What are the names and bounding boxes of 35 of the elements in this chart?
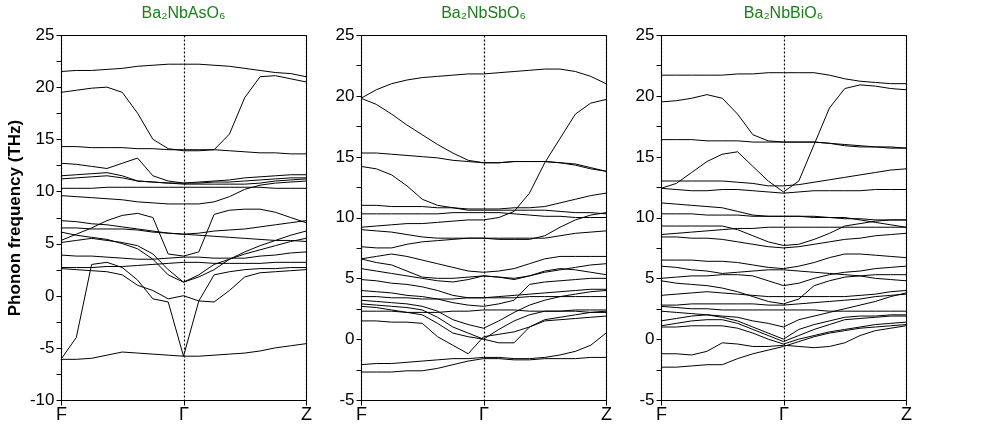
y-tick-label: 15 <box>35 129 55 149</box>
y-tick-label: 5 <box>45 233 55 253</box>
y-tick-label: 5 <box>345 268 355 288</box>
y-tick-label: -5 <box>39 337 55 357</box>
chart-title: Ba₂NbSbO₆ <box>441 4 526 22</box>
y-tick-label: -5 <box>639 389 655 409</box>
y-tick-label: 10 <box>635 207 655 227</box>
chart-title: Ba₂NbAsO₆ <box>141 4 226 22</box>
y-tick-label: 15 <box>635 146 655 166</box>
y-tick-label: 10 <box>335 207 355 227</box>
y-tick-label: -5 <box>339 389 355 409</box>
y-tick-label: -10 <box>29 389 55 409</box>
y-tick-label: 20 <box>635 85 655 105</box>
y-tick-label: 25 <box>35 24 55 44</box>
x-tick-label: Γ <box>779 403 790 424</box>
x-tick-label: F <box>656 403 667 424</box>
x-tick-label: Z <box>301 403 312 424</box>
y-tick-label: 0 <box>45 285 55 305</box>
x-tick-label: Z <box>901 403 912 424</box>
y-tick-label: 10 <box>35 181 55 201</box>
x-tick-label: Γ <box>479 403 490 424</box>
y-tick-label: 0 <box>345 329 355 349</box>
x-tick-label: F <box>56 403 67 424</box>
chart-title: Ba₂NbBiO₆ <box>743 4 824 22</box>
y-tick-label: 15 <box>335 146 355 166</box>
y-tick-label: 20 <box>35 77 55 97</box>
x-tick-label: Γ <box>179 403 190 424</box>
x-tick-label: F <box>356 403 367 424</box>
y-axis-title: Phonon frequency (THz) <box>4 119 24 317</box>
y-tick-label: 0 <box>645 329 655 349</box>
y-tick-label: 5 <box>645 268 655 288</box>
x-tick-label: Z <box>601 403 612 424</box>
y-tick-label: 20 <box>335 85 355 105</box>
y-tick-label: 25 <box>335 24 355 44</box>
y-tick-label: 25 <box>635 24 655 44</box>
